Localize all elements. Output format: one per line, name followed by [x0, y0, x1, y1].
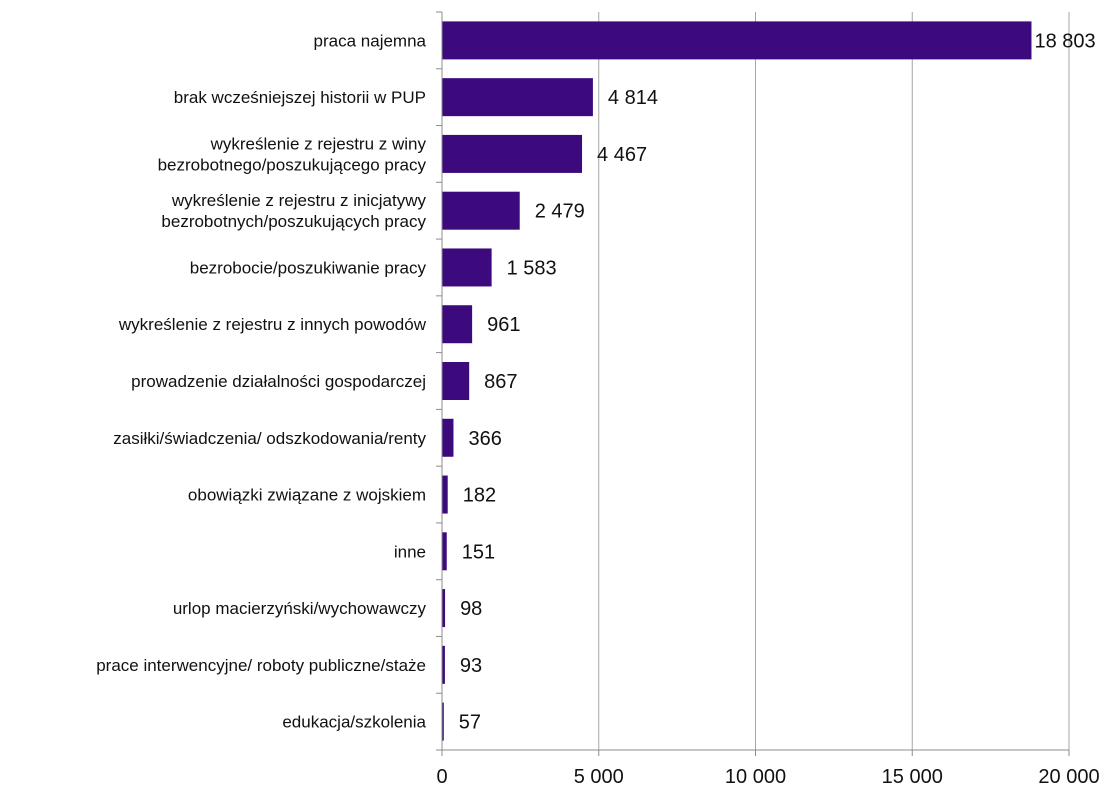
bar — [442, 134, 583, 173]
category-label-line: edukacja/szkolenia — [282, 713, 426, 732]
bar — [442, 645, 445, 684]
category-label: edukacja/szkolenia — [282, 713, 426, 732]
bar — [442, 589, 446, 628]
category-label-line: wykreślenie z rejestru z winy — [210, 134, 427, 153]
value-label: 867 — [484, 371, 517, 393]
category-label-line: bezrobocie/poszukiwanie pracy — [190, 258, 427, 277]
value-label: 961 — [487, 314, 520, 336]
category-label-line: bezrobotnych/poszukujących pracy — [161, 212, 426, 231]
category-label: urlop macierzyński/wychowawczy — [173, 599, 427, 618]
value-label: 366 — [468, 428, 501, 450]
bar — [442, 191, 520, 230]
category-label: prace interwencyjne/ roboty publiczne/st… — [96, 656, 426, 675]
value-label: 2 479 — [535, 201, 585, 223]
category-label-line: zasiłki/świadczenia/ odszkodowania/renty — [113, 429, 426, 448]
bar — [442, 702, 444, 741]
labels: 0 5 000 10 000 15 000 20 000 praca najemna 18 … — [96, 30, 1099, 788]
bar — [442, 418, 454, 457]
value-label: 4 467 — [597, 144, 647, 166]
category-label: zasiłki/świadczenia/ odszkodowania/renty — [113, 429, 426, 448]
category-label: wykreślenie z rejestru z innych powodów — [118, 315, 427, 334]
bar — [442, 248, 492, 287]
category-label-line: praca najemna — [314, 31, 427, 50]
value-label: 4 814 — [608, 87, 658, 109]
category-label-line: wykreślenie z rejestru z innych powodów — [118, 315, 427, 334]
bars — [442, 21, 1032, 741]
axes — [436, 11, 1070, 756]
category-label: obowiązki związane z wojskiem — [188, 486, 426, 505]
bar — [442, 305, 473, 344]
category-label: praca najemna — [314, 31, 427, 50]
value-label: 1 583 — [507, 257, 557, 279]
value-label: 18 803 — [1034, 30, 1095, 52]
x-tick-label: 5 000 — [574, 766, 624, 788]
x-tick-label: 20 000 — [1038, 766, 1099, 788]
category-label: wykreślenie z rejestru z inicjatywy bezro… — [161, 191, 426, 231]
bar — [442, 362, 470, 400]
category-label: inne — [394, 542, 426, 561]
bar — [442, 532, 447, 571]
x-tick-label: 10 000 — [725, 766, 786, 788]
category-label-line: prace interwencyjne/ roboty publiczne/st… — [96, 656, 426, 675]
category-label-line: inne — [394, 542, 426, 561]
category-label: bezrobocie/poszukiwanie pracy — [190, 258, 427, 277]
category-label-line: wykreślenie z rejestru z inicjatywy — [171, 191, 427, 210]
value-label: 151 — [462, 541, 495, 563]
category-label-line: prowadzenie działalności gospodarczej — [131, 372, 426, 391]
bar — [442, 21, 1032, 60]
bar — [442, 475, 448, 514]
category-label-line: obowiązki związane z wojskiem — [188, 486, 426, 505]
category-label-line: urlop macierzyński/wychowawczy — [173, 599, 427, 618]
category-label: prowadzenie działalności gospodarczej — [131, 372, 426, 391]
category-label: brak wcześniejszej historii w PUP — [174, 88, 426, 107]
value-label: 57 — [459, 712, 481, 734]
category-label-line: bezrobotnego/poszukującego pracy — [158, 155, 427, 174]
value-label: 93 — [460, 655, 482, 677]
bar — [442, 78, 593, 117]
gridlines — [598, 12, 1070, 750]
category-label: wykreślenie z rejestru z winy bezrobotneg… — [158, 134, 427, 174]
value-label: 182 — [463, 485, 496, 507]
x-tick-label: 15 000 — [882, 766, 943, 788]
value-label: 98 — [460, 598, 482, 620]
x-tick-label: 0 — [436, 766, 447, 788]
category-label-line: brak wcześniejszej historii w PUP — [174, 88, 426, 107]
